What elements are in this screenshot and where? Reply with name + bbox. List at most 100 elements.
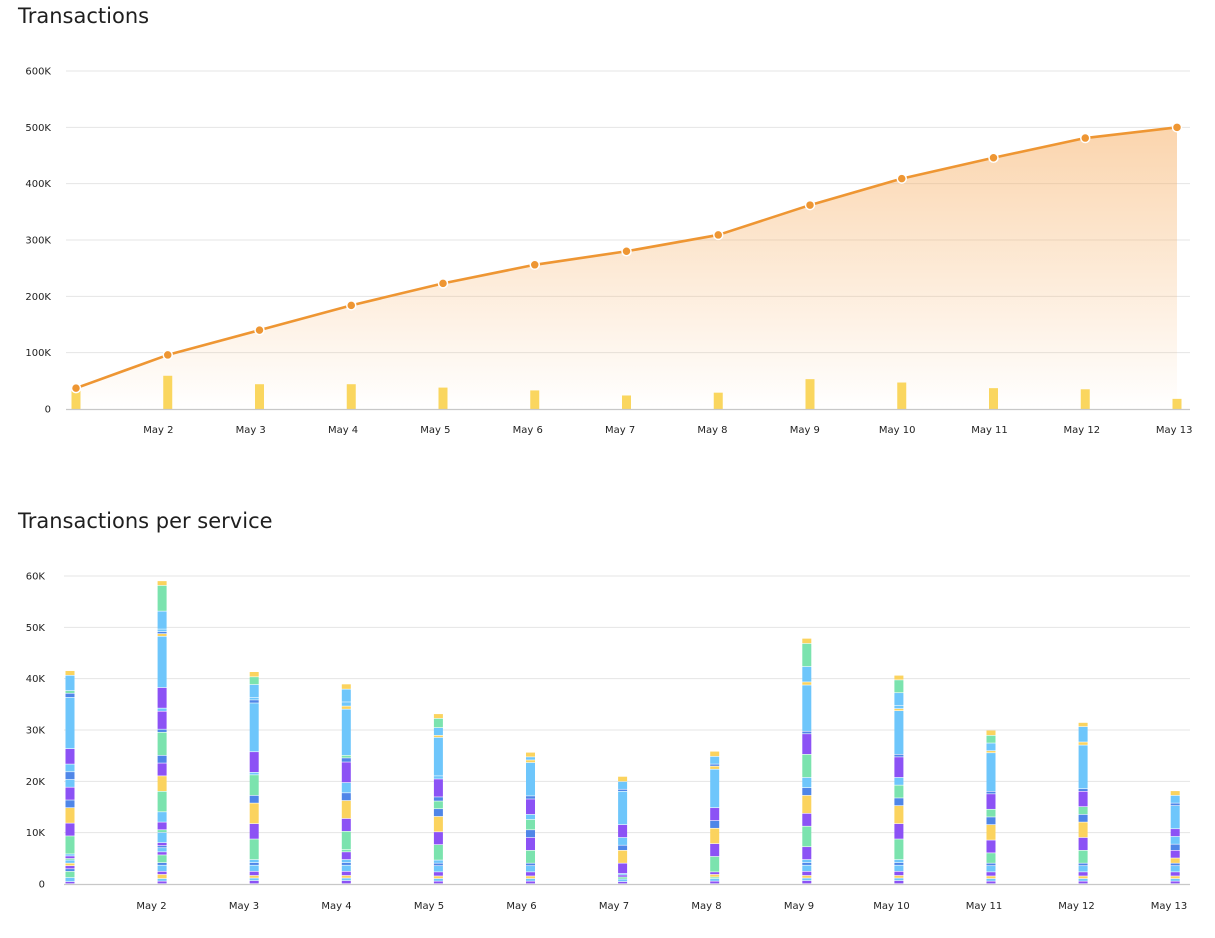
service-segment xyxy=(526,866,535,872)
service-segment xyxy=(1170,829,1180,837)
service-segment xyxy=(249,684,259,698)
service-segment xyxy=(433,832,443,845)
x-tick-label: May 6 xyxy=(506,901,536,912)
service-segment xyxy=(1170,844,1180,851)
service-segment xyxy=(618,776,628,782)
service-segment xyxy=(65,800,75,808)
service-segment xyxy=(1078,822,1088,838)
service-segment xyxy=(65,690,75,693)
service-segment xyxy=(802,734,812,755)
service-segment xyxy=(1078,837,1088,851)
service-segment xyxy=(157,755,167,763)
service-segment xyxy=(986,863,996,866)
service-segment xyxy=(986,730,996,736)
service-segment xyxy=(802,795,812,814)
service-segment xyxy=(894,675,904,680)
service-segment xyxy=(157,846,167,848)
service-segment xyxy=(433,797,443,801)
x-tick-label: May 10 xyxy=(873,901,910,912)
service-segment xyxy=(65,863,75,866)
service-segment xyxy=(157,865,167,872)
service-segment xyxy=(433,801,443,809)
service-segment xyxy=(618,845,628,851)
service-segment xyxy=(433,844,443,860)
x-tick-label: May 2 xyxy=(143,425,173,436)
service-segment xyxy=(710,878,720,881)
daily-bar xyxy=(71,388,81,409)
service-segment xyxy=(157,822,167,830)
service-segment xyxy=(65,823,75,836)
service-segment xyxy=(249,700,259,703)
service-segment xyxy=(526,796,535,799)
service-segment xyxy=(341,871,351,876)
service-segment xyxy=(802,788,812,796)
service-segment xyxy=(65,877,75,882)
service-segment xyxy=(618,850,628,863)
y-tick-label: 200K xyxy=(25,292,51,303)
service-segment xyxy=(710,766,720,769)
service-segment xyxy=(710,820,720,828)
x-tick-label: May 6 xyxy=(513,425,543,436)
service-segment xyxy=(157,631,167,634)
service-segment xyxy=(157,634,167,636)
service-segment xyxy=(249,871,259,876)
data-point xyxy=(896,173,907,184)
service-segment xyxy=(341,852,351,860)
service-segment xyxy=(341,800,351,819)
service-segment xyxy=(894,839,904,860)
data-point xyxy=(70,382,82,394)
service-segment xyxy=(802,638,812,644)
service-segment xyxy=(1170,878,1180,881)
service-segment xyxy=(249,880,259,884)
service-segment xyxy=(157,791,167,812)
service-segment xyxy=(894,871,904,876)
service-segment xyxy=(802,871,812,876)
service-segment xyxy=(433,872,443,876)
service-segment xyxy=(1078,881,1088,884)
service-segment xyxy=(986,809,996,817)
service-segment xyxy=(1170,791,1180,796)
y-tick-label: 20K xyxy=(26,777,46,788)
service-segment xyxy=(433,809,443,817)
data-point xyxy=(988,152,999,164)
service-segment xyxy=(433,863,443,866)
transactions-chart: Transactions 0 100K 200K 300K 400K 500K 600K Ma… xyxy=(0,0,1215,460)
service-segment xyxy=(894,823,904,839)
service-segment xyxy=(157,848,167,852)
service-segment xyxy=(249,775,259,796)
service-segment xyxy=(433,860,443,863)
service-segment xyxy=(986,878,996,881)
service-segment xyxy=(618,877,628,879)
service-segment xyxy=(894,757,904,778)
service-segment xyxy=(65,772,75,780)
service-segment xyxy=(1170,881,1180,884)
service-segment xyxy=(1170,805,1180,829)
service-segment xyxy=(1170,872,1180,876)
service-segment xyxy=(433,866,443,872)
x-tick-label: May 4 xyxy=(321,901,351,912)
service-segment xyxy=(802,859,812,863)
service-segment xyxy=(802,813,812,826)
service-segment xyxy=(341,859,351,863)
service-segment xyxy=(986,853,996,863)
service-segment xyxy=(710,877,720,879)
data-point xyxy=(713,229,724,241)
service-segment xyxy=(802,862,812,865)
service-segment xyxy=(65,869,75,872)
service-segment xyxy=(526,863,535,866)
y-tick-label: 0 xyxy=(45,405,51,416)
service-segment xyxy=(986,743,996,751)
service-segment xyxy=(526,760,535,763)
y-tick-label: 300K xyxy=(25,236,51,247)
service-segment xyxy=(618,837,628,845)
daily-bar xyxy=(897,382,907,409)
service-segment xyxy=(433,816,443,832)
x-tick-label: May 9 xyxy=(790,425,820,436)
service-segment xyxy=(433,718,443,728)
data-point xyxy=(1171,122,1183,133)
service-segment xyxy=(986,735,996,743)
data-point xyxy=(162,349,173,361)
service-segment xyxy=(157,687,167,708)
service-segment xyxy=(986,751,996,753)
service-segment xyxy=(157,611,167,629)
